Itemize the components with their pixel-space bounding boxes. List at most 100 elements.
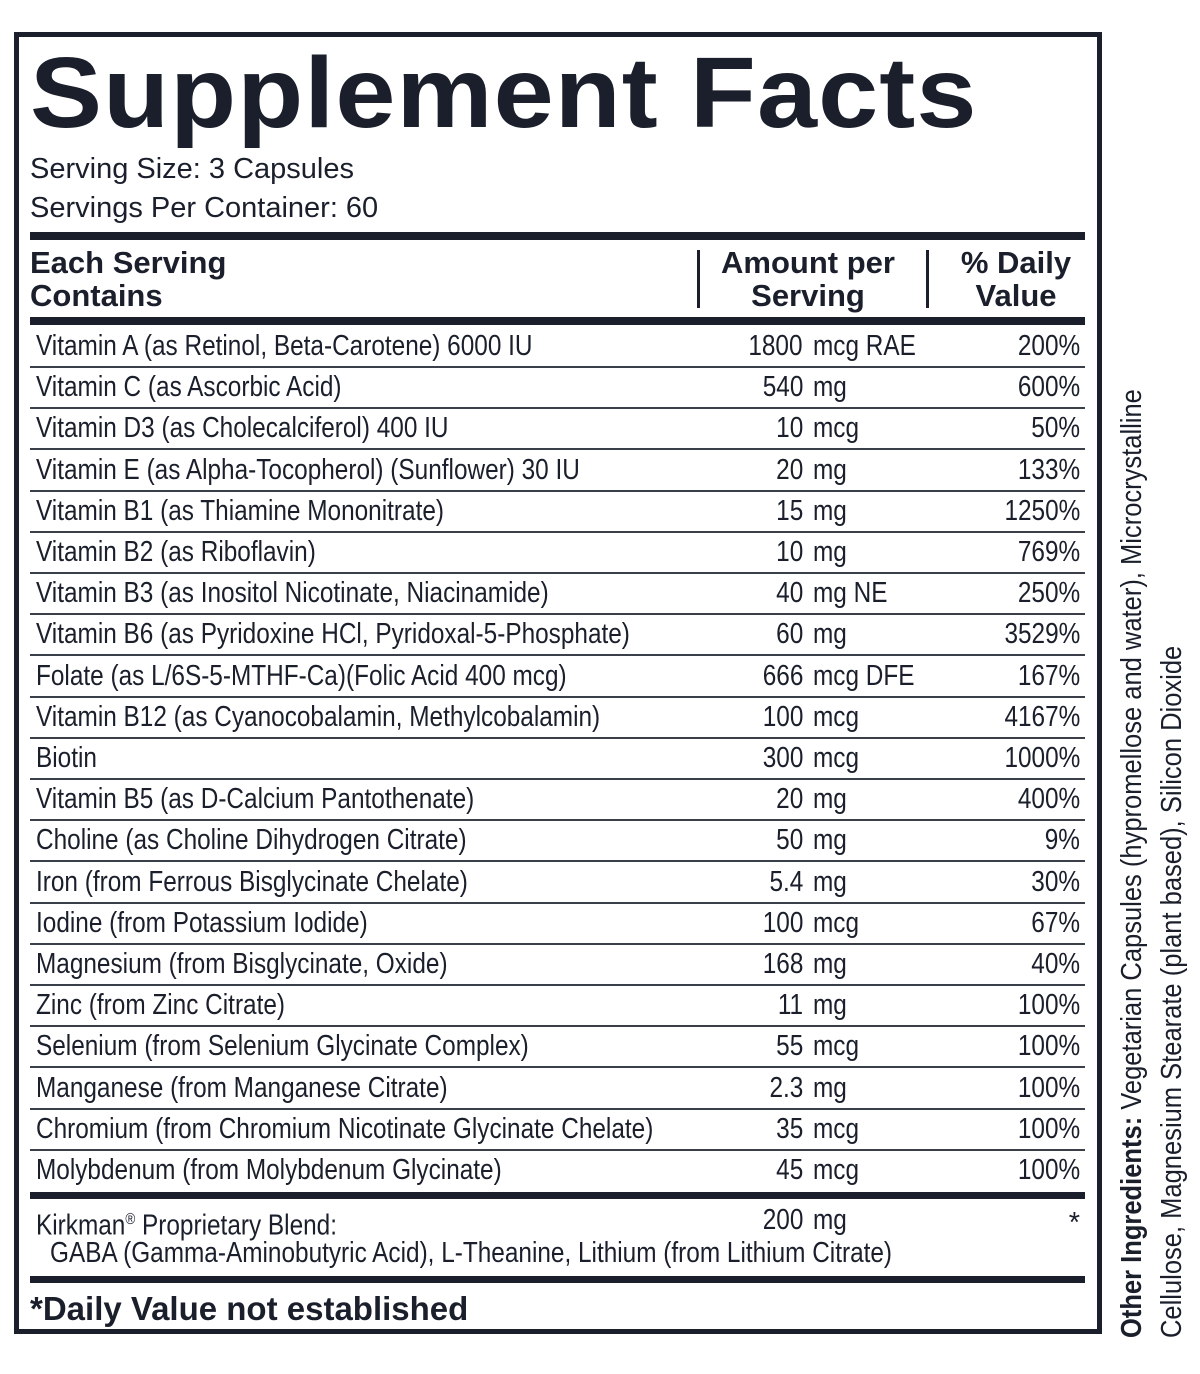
amount: 2.3 — [769, 1071, 803, 1104]
header-line: Value — [975, 278, 1057, 313]
unit: mg — [813, 824, 847, 857]
unit: mg — [813, 453, 847, 486]
blend-amount: 200 — [762, 1204, 803, 1236]
row-rule — [30, 489, 1085, 492]
amount: 10 — [775, 536, 803, 568]
amount: 100 — [762, 906, 803, 939]
daily-value: 9% — [1044, 824, 1080, 857]
divider — [30, 232, 1085, 240]
daily-value: 3529% — [1004, 618, 1080, 651]
registered-mark: ® — [125, 1211, 136, 1228]
row-rule — [30, 654, 1085, 657]
row-rule — [30, 1107, 1085, 1110]
ingredients-line: Cellulose, Magnesium Stearate (plant bas… — [1152, 185, 1192, 1338]
row-rule — [30, 901, 1085, 904]
row-rule — [30, 1148, 1085, 1151]
blend-name: Kirkman® Proprietary Blend: — [36, 1203, 337, 1243]
nutrient-name: Molybdenum (from Molybdenum Glycinate) — [36, 1154, 502, 1186]
daily-value: 100% — [1017, 1112, 1080, 1145]
header-line: Serving — [751, 278, 865, 313]
nutrient-name: Biotin — [36, 742, 97, 774]
amount: 45 — [775, 1154, 803, 1186]
unit: mg — [813, 783, 847, 816]
ingredients-line: Other Ingredients: Vegetarian Capsules (… — [1112, 185, 1152, 1338]
header-line: Contains — [30, 278, 163, 313]
column-divider — [926, 250, 929, 308]
row-rule — [30, 736, 1085, 739]
amount: 540 — [762, 371, 803, 404]
amount: 60 — [775, 618, 803, 651]
daily-value: 30% — [1031, 865, 1080, 898]
nutrient-name: Vitamin D3 (as Cholecalciferol) 400 IU — [36, 412, 449, 445]
row-rule — [30, 530, 1085, 533]
blend-brand: Kirkman — [36, 1209, 126, 1242]
nutrient-name: Vitamin A (as Retinol, Beta-Carotene) 60… — [36, 330, 533, 362]
row-rule — [30, 695, 1085, 698]
row-rule — [30, 1025, 1085, 1028]
nutrient-name: Vitamin B3 (as Inositol Nicotinate, Niac… — [36, 577, 549, 610]
header-line: Amount per — [721, 245, 895, 280]
ingredients-label: Other Ingredients: — [1116, 1116, 1148, 1338]
unit: mcg RAE — [813, 330, 916, 362]
row-rule — [30, 407, 1085, 410]
nutrient-name: Vitamin E (as Alpha-Tocopherol) (Sunflow… — [36, 453, 580, 486]
nutrient-name: Magnesium (from Bisglycinate, Oxide) — [36, 948, 448, 980]
amount: 5.4 — [769, 865, 803, 898]
serving-size: Serving Size: 3 Capsules — [30, 153, 354, 185]
unit: mg — [813, 494, 847, 527]
row-rule — [30, 778, 1085, 780]
unit: mcg — [813, 1030, 860, 1063]
unit: mcg — [813, 1154, 860, 1186]
daily-value: 133% — [1017, 453, 1080, 486]
nutrient-name: Vitamin B2 (as Riboflavin) — [36, 536, 316, 568]
daily-value: 100% — [1017, 989, 1080, 1022]
nutrient-name: Folate (as L/6S-5-MTHF-Ca)(Folic Acid 40… — [36, 659, 567, 692]
amount: 100 — [762, 700, 803, 733]
nutrient-name: Vitamin B6 (as Pyridoxine HCl, Pyridoxal… — [36, 618, 630, 651]
row-rule — [30, 1066, 1085, 1069]
amount: 50 — [775, 824, 803, 857]
title: Supplement Facts — [30, 37, 978, 149]
row-rule — [30, 819, 1085, 822]
header-line: % Daily — [960, 245, 1072, 280]
daily-value: 769% — [1017, 536, 1080, 568]
row-rule — [30, 984, 1085, 986]
daily-value: 4167% — [1004, 700, 1080, 733]
header-cell: Amount per Serving — [700, 246, 916, 312]
blend-title: Proprietary Blend: — [135, 1209, 337, 1242]
header-line: Each Serving — [30, 245, 227, 280]
other-ingredients: Other Ingredients: Vegetarian Capsules (… — [1112, 28, 1192, 1338]
unit: mg — [813, 371, 847, 404]
daily-value: 100% — [1017, 1154, 1080, 1186]
daily-value: 1250% — [1004, 494, 1080, 527]
daily-value: 1000% — [1004, 742, 1080, 774]
divider — [30, 1192, 1085, 1199]
amount: 168 — [762, 948, 803, 980]
unit: mcg — [813, 412, 860, 445]
blend-dv: * — [1068, 1207, 1080, 1239]
unit: mg — [813, 1071, 847, 1104]
nutrient-name: Vitamin C (as Ascorbic Acid) — [36, 371, 342, 404]
amount: 20 — [775, 453, 803, 486]
unit: mcg DFE — [813, 659, 915, 692]
unit: mcg — [813, 742, 860, 774]
unit: mcg — [813, 700, 860, 733]
amount: 300 — [762, 742, 803, 774]
row-rule — [30, 942, 1085, 945]
daily-value: 40% — [1031, 948, 1080, 980]
blend-unit: mg — [813, 1204, 847, 1236]
row-rule — [30, 860, 1085, 863]
daily-value: 250% — [1017, 577, 1080, 610]
amount: 55 — [775, 1030, 803, 1063]
nutrient-name: Chromium (from Chromium Nicotinate Glyci… — [36, 1112, 654, 1145]
amount: 20 — [775, 783, 803, 816]
nutrient-name: Vitamin B1 (as Thiamine Mononitrate) — [36, 494, 445, 527]
row-rule — [30, 613, 1085, 616]
daily-value: 100% — [1017, 1071, 1080, 1104]
daily-value: 600% — [1017, 371, 1080, 404]
unit: mg — [813, 536, 847, 568]
divider — [30, 1276, 1085, 1283]
unit: mcg — [813, 1112, 860, 1145]
nutrient-name: Selenium (from Selenium Glycinate Comple… — [36, 1030, 529, 1063]
